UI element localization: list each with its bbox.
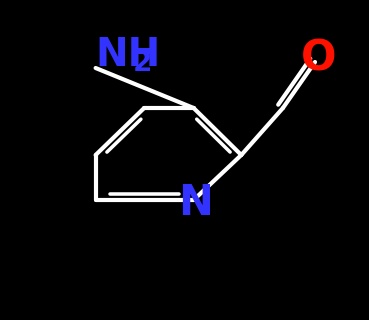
- Text: 2: 2: [132, 49, 152, 77]
- Text: N: N: [178, 182, 213, 224]
- Text: NH: NH: [96, 36, 161, 74]
- Text: O: O: [300, 38, 336, 80]
